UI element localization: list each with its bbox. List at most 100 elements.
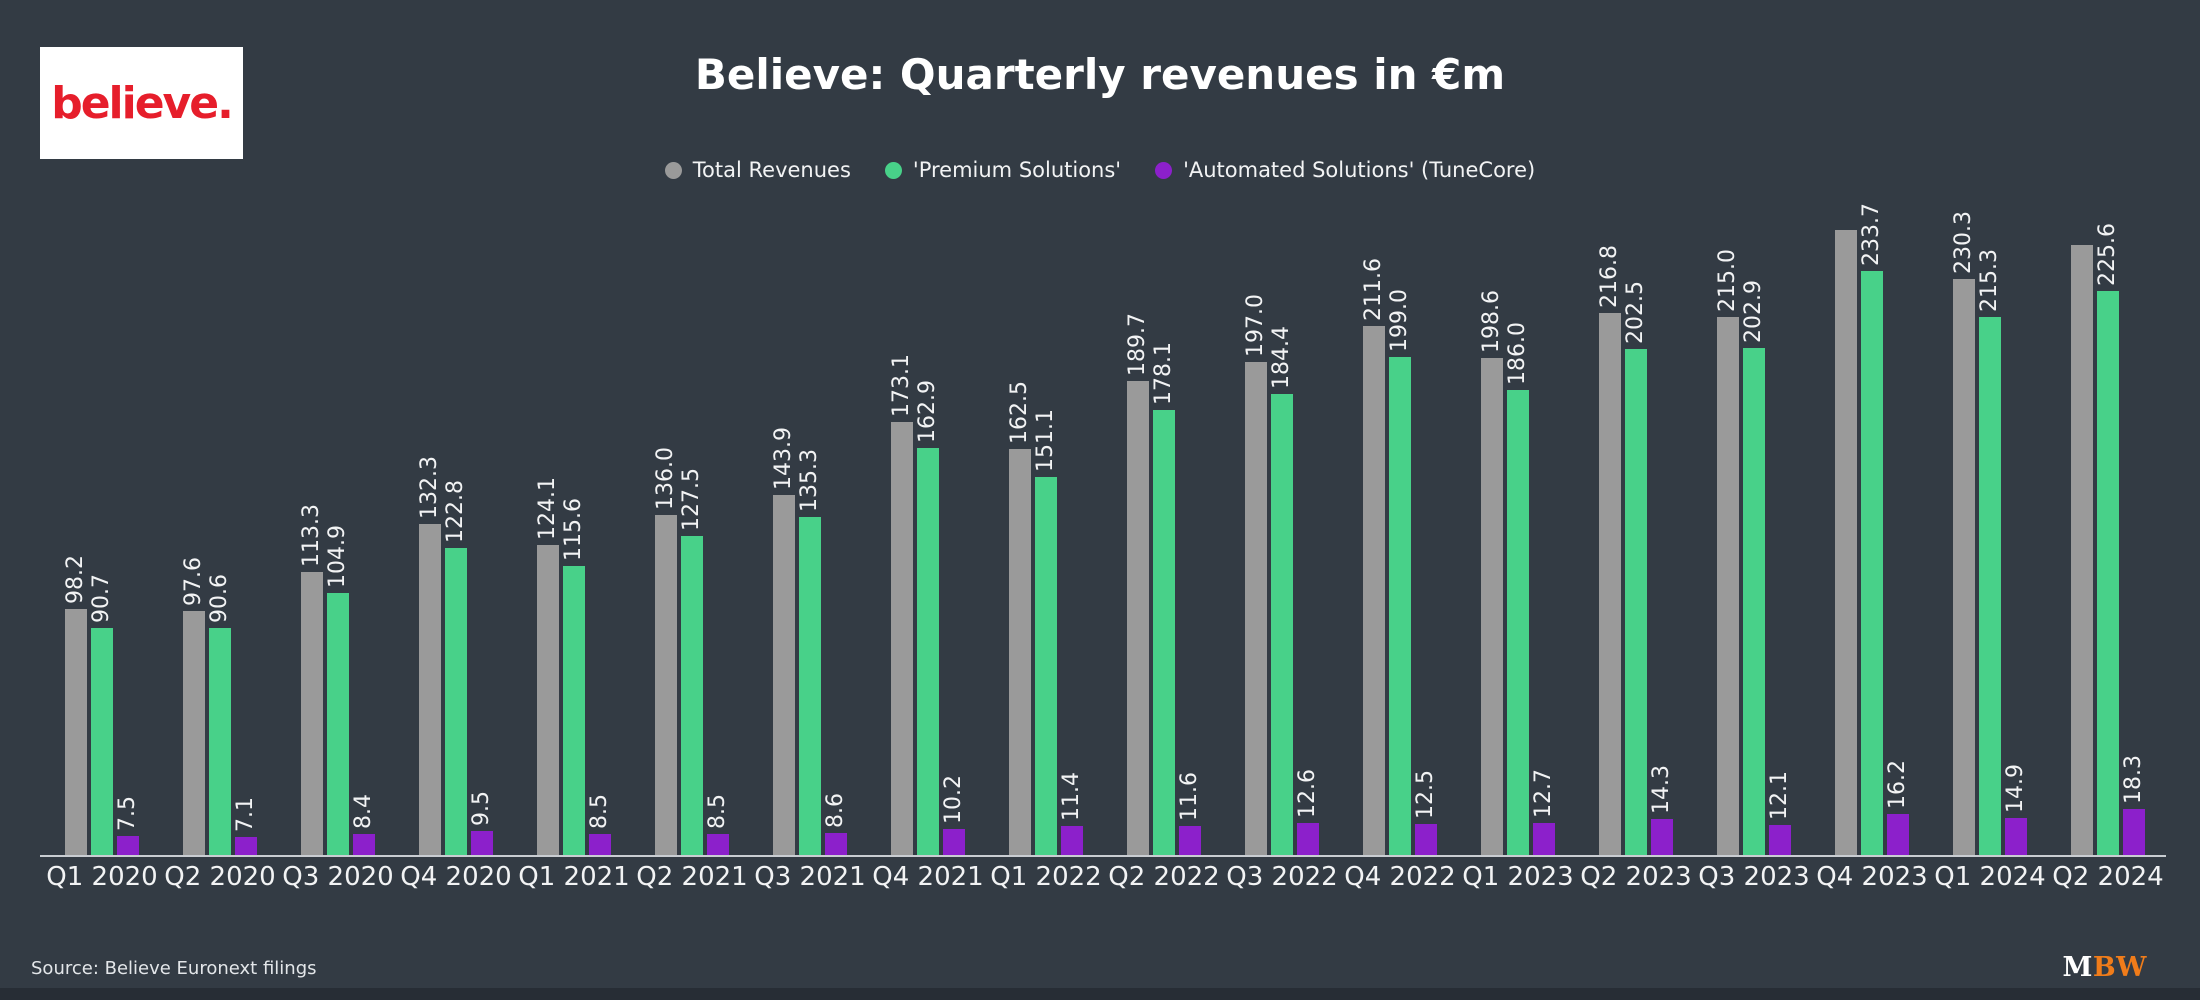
bar-value-label-automated-solutions-tunecore-q1-2021: 8.5 [587,794,612,829]
x-axis-label-q2-2024: Q2 2024 [2052,862,2164,892]
x-axis-label-q4-2023: Q4 2023 [1816,862,1928,892]
bar-total-revenues-q1-2021 [537,545,559,855]
bar-value-label-total-revenues-q1-2022: 162.5 [1007,381,1032,444]
bar-premium-solutions-q1-2024 [1979,317,2001,855]
bar-value-label-total-revenues-q2-2023: 216.8 [1597,245,1622,308]
bar-value-label-premium-solutions-q1-2024: 215.3 [1977,249,2002,312]
bar-total-revenues-q2-2020 [183,611,205,855]
bar-value-label-automated-solutions-tunecore-q3-2023: 12.1 [1767,771,1792,820]
bar-value-label-premium-solutions-q1-2022: 151.1 [1033,409,1058,472]
bar-total-revenues-q2-2023 [1599,313,1621,855]
bar-automated-solutions-tunecore-q2-2024 [2123,809,2145,855]
x-axis-label-q2-2022: Q2 2022 [1108,862,1220,892]
bar-premium-solutions-q3-2020 [327,593,349,855]
legend-dot-automated-solutions [1155,161,1173,179]
bar-automated-solutions-tunecore-q1-2020 [117,836,139,855]
bar-premium-solutions-q1-2022 [1035,477,1057,855]
x-axis-label-q3-2023: Q3 2023 [1698,862,1810,892]
bar-value-label-total-revenues-q1-2024: 230.3 [1951,211,1976,274]
bar-value-label-total-revenues-q3-2020: 113.3 [299,504,324,567]
bar-automated-solutions-tunecore-q1-2024 [2005,818,2027,855]
bar-total-revenues-q2-2024 [2071,245,2093,855]
bar-value-label-automated-solutions-tunecore-q3-2021: 8.6 [823,793,848,828]
bar-value-label-premium-solutions-q1-2021: 115.6 [561,498,586,561]
bar-premium-solutions-q4-2020 [445,548,467,855]
bar-premium-solutions-q2-2020 [209,628,231,855]
bar-automated-solutions-tunecore-q1-2023 [1533,823,1555,855]
bottom-border-strip [0,988,2200,1000]
bar-premium-solutions-q1-2020 [91,628,113,855]
bar-premium-solutions-q2-2021 [681,536,703,855]
bar-value-label-premium-solutions-q2-2023: 202.5 [1623,281,1648,344]
x-axis-label-q4-2022: Q4 2022 [1344,862,1456,892]
legend-label: Total Revenues [692,158,851,182]
bar-value-label-automated-solutions-tunecore-q4-2020: 9.5 [469,791,494,826]
bar-value-label-automated-solutions-tunecore-q1-2023: 12.7 [1531,769,1556,818]
bar-value-label-automated-solutions-tunecore-q3-2020: 8.4 [351,794,376,829]
bar-value-label-total-revenues-q2-2020: 97.6 [181,557,206,606]
bar-premium-solutions-q3-2023 [1743,348,1765,855]
mbw-logo-m: M [2062,952,2093,983]
bar-value-label-premium-solutions-q2-2022: 178.1 [1151,342,1176,405]
bar-total-revenues-q3-2022 [1245,362,1267,855]
mbw-logo: MBW [2062,952,2147,983]
bar-value-label-total-revenues-q4-2020: 132.3 [417,456,442,519]
bar-value-label-automated-solutions-tunecore-q2-2020: 7.1 [233,797,258,832]
x-axis-label-q3-2021: Q3 2021 [754,862,866,892]
bar-premium-solutions-q3-2022 [1271,394,1293,855]
bar-value-label-premium-solutions-q3-2022: 184.4 [1269,326,1294,389]
x-axis-label-q1-2021: Q1 2021 [518,862,630,892]
bar-value-label-total-revenues-q3-2023: 215.0 [1715,249,1740,312]
bar-automated-solutions-tunecore-q2-2022 [1179,826,1201,855]
bar-automated-solutions-tunecore-q3-2021 [825,833,847,855]
bar-premium-solutions-q2-2023 [1625,349,1647,855]
bar-total-revenues-q3-2020 [301,572,323,855]
bar-value-label-automated-solutions-tunecore-q4-2022: 12.5 [1413,770,1438,819]
legend-label: 'Automated Solutions' (TuneCore) [1183,158,1536,182]
bar-total-revenues-q2-2021 [655,515,677,855]
bar-total-revenues-q1-2024 [1953,279,1975,855]
x-axis-line [40,855,2166,857]
bar-value-label-premium-solutions-q1-2023: 186.0 [1505,322,1530,385]
legend-item-automated-solutions: 'Automated Solutions' (TuneCore) [1155,158,1535,182]
bar-premium-solutions-q1-2021 [563,566,585,855]
bar-value-label-total-revenues-q4-2022: 211.6 [1361,258,1386,321]
bar-premium-solutions-q2-2024 [2097,291,2119,855]
bar-total-revenues-q2-2022 [1127,381,1149,855]
bar-value-label-premium-solutions-q4-2023: 233.7 [1859,203,1884,266]
bar-total-revenues-q4-2020 [419,524,441,855]
page-title: Believe: Quarterly revenues in €m [694,50,1506,99]
bar-value-label-premium-solutions-q1-2020: 90.7 [89,574,114,623]
bar-automated-solutions-tunecore-q3-2020 [353,834,375,855]
x-axis-label-q1-2020: Q1 2020 [46,862,158,892]
bar-premium-solutions-q2-2022 [1153,410,1175,855]
legend-dot-total-revenues [664,161,682,179]
bar-total-revenues-q1-2023 [1481,358,1503,855]
x-axis-label-q2-2020: Q2 2020 [164,862,276,892]
x-axis-label-q1-2022: Q1 2022 [990,862,1102,892]
bar-value-label-total-revenues-q4-2021: 173.1 [889,354,914,417]
believe-logo-text: believe. [51,77,234,129]
bar-value-label-automated-solutions-tunecore-q4-2021: 10.2 [941,775,966,824]
bar-automated-solutions-tunecore-q1-2022 [1061,826,1083,855]
x-axis-label-q1-2024: Q1 2024 [1934,862,2046,892]
bar-value-label-automated-solutions-tunecore-q2-2021: 8.5 [705,794,730,829]
bar-value-label-total-revenues-q2-2021: 136.0 [653,447,678,510]
bar-value-label-premium-solutions-q2-2021: 127.5 [679,468,704,531]
bar-automated-solutions-tunecore-q4-2020 [471,831,493,855]
bar-value-label-automated-solutions-tunecore-q1-2020: 7.5 [115,796,140,831]
bar-value-label-automated-solutions-tunecore-q3-2022: 12.6 [1295,769,1320,818]
bar-automated-solutions-tunecore-q2-2021 [707,834,729,855]
legend: Total Revenues 'Premium Solutions' 'Auto… [0,158,2200,182]
bar-value-label-premium-solutions-q2-2020: 90.6 [207,574,232,623]
bar-value-label-automated-solutions-tunecore-q1-2022: 11.4 [1059,772,1084,821]
x-axis-label-q4-2021: Q4 2021 [872,862,984,892]
bar-premium-solutions-q1-2023 [1507,390,1529,855]
bar-value-label-total-revenues-q1-2021: 124.1 [535,477,560,540]
bar-value-label-automated-solutions-tunecore-q1-2024: 14.9 [2003,764,2028,813]
bar-value-label-premium-solutions-q4-2021: 162.9 [915,380,940,443]
bar-value-label-automated-solutions-tunecore-q4-2023: 16.2 [1885,760,1910,809]
x-axis-label-q2-2021: Q2 2021 [636,862,748,892]
bar-automated-solutions-tunecore-q4-2021 [943,829,965,855]
bar-total-revenues-q3-2021 [773,495,795,855]
